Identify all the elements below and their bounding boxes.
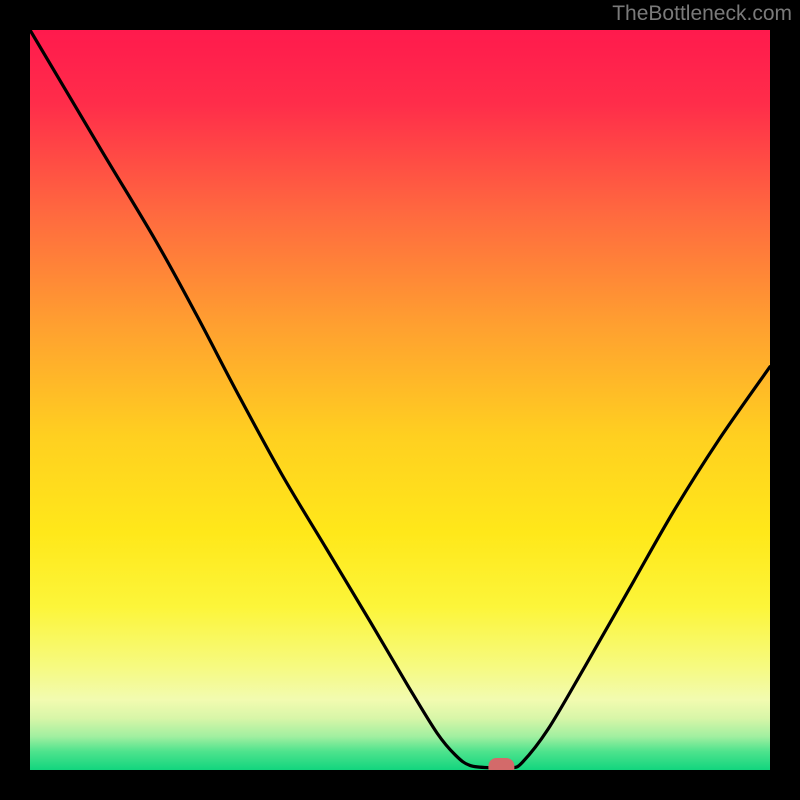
chart-container: TheBottleneck.com	[0, 0, 800, 800]
bottleneck-chart	[0, 0, 800, 800]
border-left	[0, 0, 30, 800]
border-right	[770, 0, 800, 800]
border-bottom	[0, 770, 800, 800]
plot-background	[30, 30, 770, 770]
watermark-text: TheBottleneck.com	[612, 2, 792, 26]
